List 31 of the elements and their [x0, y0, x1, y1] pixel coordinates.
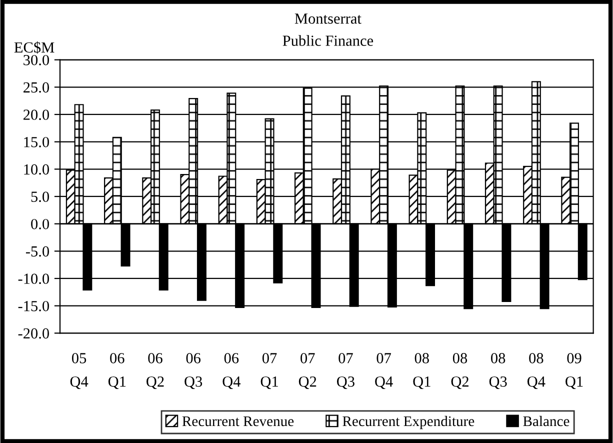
y-tick-label: 15.0: [24, 136, 49, 148]
y-tick-label: 25.0: [24, 82, 49, 93]
y-tick-label: -20.0: [18, 328, 49, 339]
y-tick-label: 20.0: [24, 110, 49, 120]
x-tick-label: 05 Q4: [70, 353, 88, 390]
y-tick-label: 30.0: [24, 54, 49, 66]
x-tick-label: 06 Q1: [108, 353, 126, 390]
x-tick-label: 08 Q4: [527, 353, 546, 390]
x-tick-label: 07 Q3: [336, 353, 354, 390]
x-tick-label: 09 Q1: [566, 353, 583, 390]
x-tick-label: 08 Q2: [451, 353, 468, 390]
legend-label: Balance: [523, 416, 570, 426]
y-axis-title: EC$M: [14, 41, 54, 54]
x-tick-label: 06 Q3: [184, 353, 202, 390]
x-tick-label: 08 Q3: [489, 353, 507, 390]
x-tick-label: 07 Q1: [260, 353, 278, 390]
chart-title: Montserrat: [294, 14, 362, 24]
x-tick-label: 06 Q4: [222, 353, 241, 390]
y-tick-label: 0.0: [31, 218, 49, 230]
chart-subtitle: Public Finance: [282, 35, 374, 46]
x-tick-label: 06 Q2: [146, 353, 164, 390]
y-tick-label: -15.0: [18, 300, 49, 312]
x-tick-label: 07 Q2: [298, 353, 316, 390]
legend-label: Recurrent Revenue: [182, 416, 294, 426]
x-tick-label: 07 Q4: [375, 353, 393, 390]
y-tick-label: 10.0: [24, 164, 49, 175]
legend-label: Recurrent Expenditure: [342, 416, 474, 430]
y-tick-label: 5.0: [31, 192, 49, 202]
x-tick-label: 08 Q1: [413, 353, 430, 390]
y-tick-label: -5.0: [26, 246, 49, 257]
y-tick-label: -10.0: [18, 274, 49, 284]
